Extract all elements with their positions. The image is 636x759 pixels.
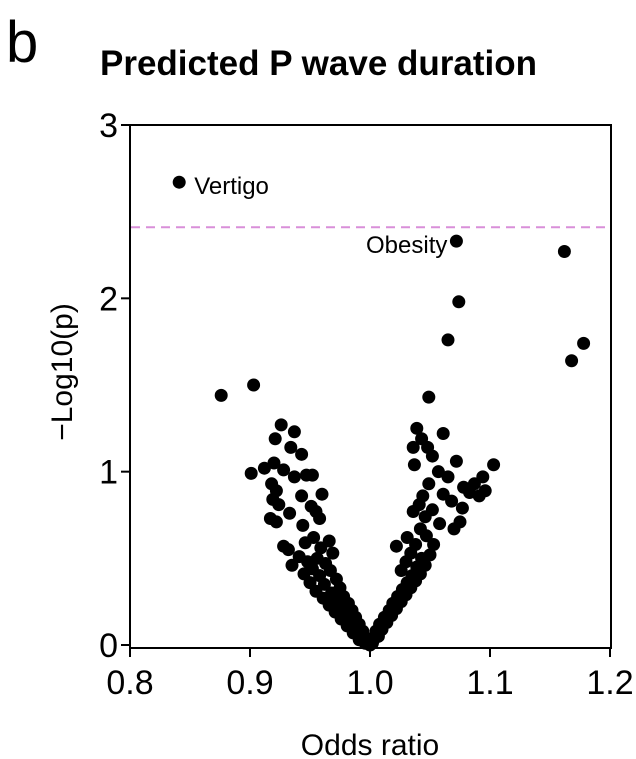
data-point: [272, 498, 286, 512]
data-point: [436, 487, 450, 501]
x-axis-label: Odds ratio: [301, 729, 439, 759]
data-point: [295, 447, 309, 461]
data-point: [487, 458, 501, 472]
data-point: [326, 546, 340, 560]
data-point: [453, 515, 467, 529]
data-point: [557, 245, 571, 259]
data-point: [455, 501, 469, 515]
data-point: [314, 541, 328, 555]
data-point: [267, 456, 281, 470]
data-point: [416, 489, 430, 503]
data-point: [478, 484, 492, 498]
data-point: [247, 378, 261, 392]
data-point: [315, 487, 329, 501]
data-point: [452, 295, 466, 309]
x-tick-label: 1.2: [586, 664, 633, 702]
data-point: [457, 480, 471, 494]
data-point: [281, 543, 295, 557]
annotations: Vertigo Obesity: [194, 173, 447, 259]
data-point: [406, 440, 420, 454]
data-point: [295, 489, 309, 503]
y-tick-label: 0: [99, 627, 118, 665]
data-point: [244, 466, 258, 480]
data-point: [389, 539, 403, 553]
plot-frame: [129, 124, 612, 649]
data-point: [410, 421, 424, 435]
data-point: [268, 432, 282, 446]
data-point: [257, 461, 271, 475]
data-point: [407, 458, 421, 472]
y-axis: 0 1 2 3: [99, 107, 130, 665]
data-point: [423, 548, 437, 562]
data-point: [436, 427, 450, 441]
data-point: [285, 558, 299, 572]
y-axis-label: −Log10(p): [46, 303, 79, 441]
data-point: [284, 440, 298, 454]
data-point: [422, 390, 436, 404]
data-point: [305, 468, 319, 482]
data-point: [283, 506, 297, 520]
y-tick-label: 2: [99, 280, 118, 318]
data-point: [431, 465, 445, 479]
data-point: [577, 336, 591, 350]
x-tick-label: 0.8: [106, 664, 153, 702]
x-axis: 0.8 0.9 1.0 1.1 1.2: [106, 648, 634, 702]
y-tick-label: 1: [99, 454, 118, 492]
data-point: [422, 477, 436, 491]
data-point: [277, 463, 291, 477]
data-point: [298, 536, 312, 550]
data-point: [433, 517, 447, 531]
data-point: [296, 518, 310, 532]
data-point: [427, 537, 441, 551]
chart-title: Predicted P wave duration: [100, 44, 537, 83]
data-point: [476, 470, 490, 484]
data-point: [172, 175, 186, 189]
data-point: [415, 432, 429, 446]
point-annotation: Vertigo: [194, 173, 269, 200]
data-point: [400, 531, 414, 545]
data-point: [441, 333, 455, 347]
data-point: [441, 470, 455, 484]
x-tick-label: 0.9: [226, 664, 273, 702]
data-point: [287, 425, 301, 439]
data-point: [565, 354, 579, 368]
data-points: [172, 175, 591, 652]
data-point: [274, 418, 288, 432]
data-point: [449, 454, 463, 468]
panel-letter: b: [6, 10, 38, 75]
data-point: [313, 511, 327, 525]
data-point: [449, 234, 463, 248]
x-tick-label: 1.1: [466, 664, 513, 702]
data-point: [413, 522, 427, 536]
y-tick-label: 3: [99, 107, 118, 145]
data-point: [269, 515, 283, 529]
point-annotation: Obesity: [366, 232, 447, 259]
data-point: [214, 388, 228, 402]
data-point: [425, 503, 439, 517]
x-tick-label: 1.0: [346, 664, 393, 702]
data-point: [287, 470, 301, 484]
